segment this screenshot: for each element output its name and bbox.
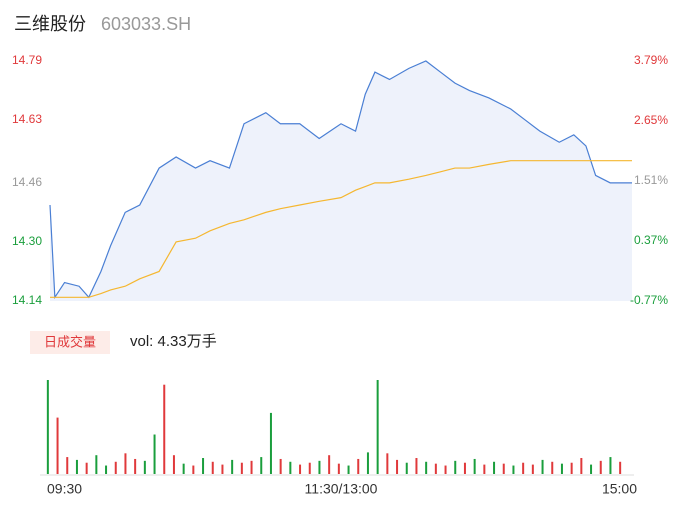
y2-tick-label: 3.79% xyxy=(634,53,668,67)
x-tick-label: 15:00 xyxy=(602,481,637,497)
volume-bar xyxy=(434,463,437,474)
volume-bar xyxy=(376,380,379,474)
volume-bar xyxy=(66,457,69,474)
y2-tick-label: 0.37% xyxy=(634,233,668,247)
volume-bar xyxy=(366,452,369,474)
volume-bar xyxy=(85,462,88,474)
volume-bar xyxy=(289,461,292,474)
volume-bar xyxy=(357,458,360,474)
volume-bar xyxy=(551,461,554,474)
y2-tick-label: 2.65% xyxy=(634,113,668,127)
x-tick-label: 09:30 xyxy=(47,481,82,497)
volume-bar xyxy=(308,462,311,474)
volume-bar xyxy=(502,463,505,474)
volume-bar xyxy=(396,459,399,474)
volume-bar xyxy=(46,380,49,474)
y2-tick-label: 1.51% xyxy=(634,173,668,187)
volume-bar xyxy=(609,457,612,474)
x-tick-label: 11:30/13:00 xyxy=(305,481,378,497)
volume-bar xyxy=(192,465,195,474)
volume-bar xyxy=(541,459,544,474)
volume-bar xyxy=(231,459,234,474)
volume-bar xyxy=(328,455,331,474)
y-tick-label: 14.79 xyxy=(12,53,42,67)
y-tick-label: 14.14 xyxy=(12,293,42,307)
volume-bar xyxy=(114,461,117,474)
average-line xyxy=(50,160,632,298)
volume-bar xyxy=(590,464,593,474)
volume-bar xyxy=(463,462,466,474)
volume-bar xyxy=(124,453,127,474)
volume-bar xyxy=(570,462,573,474)
volume-bar xyxy=(221,464,224,474)
volume-bar xyxy=(619,461,622,474)
volume-bar xyxy=(347,465,350,474)
volume-bar xyxy=(318,460,321,474)
y2-tick-label: -0.77% xyxy=(630,293,668,307)
volume-bar xyxy=(250,460,253,474)
volume-bar xyxy=(444,465,447,474)
stock-name: 三维股份 xyxy=(14,14,86,34)
y-tick-label: 14.46 xyxy=(12,175,42,189)
volume-bar xyxy=(415,458,418,474)
volume-bar xyxy=(153,434,156,474)
volume-bar xyxy=(75,459,78,474)
volume-title: 日成交量 xyxy=(44,334,96,349)
volume-bar xyxy=(269,412,272,474)
volume-bar xyxy=(299,464,302,474)
volume-bar xyxy=(599,460,602,474)
price-area xyxy=(50,61,632,301)
volume-bar xyxy=(105,465,108,474)
volume-bar xyxy=(95,455,98,474)
volume-bar xyxy=(473,458,476,474)
volume-bar xyxy=(163,384,166,474)
volume-bar xyxy=(560,463,563,474)
volume-bar xyxy=(337,463,340,474)
volume-bar xyxy=(279,458,282,474)
volume-total: vol: 4.33万手 xyxy=(130,333,217,350)
volume-bar xyxy=(211,461,214,474)
volume-bar xyxy=(512,465,515,474)
price-line xyxy=(49,60,632,300)
y-tick-label: 14.30 xyxy=(12,234,42,248)
volume-bar xyxy=(182,463,185,474)
volume-bar xyxy=(454,460,457,474)
volume-bar xyxy=(134,458,137,474)
volume-tag xyxy=(30,331,110,354)
volume-bar xyxy=(405,462,408,474)
volume-bar xyxy=(143,460,146,474)
volume-bar xyxy=(240,462,243,474)
volume-bar xyxy=(580,458,583,474)
volume-bar xyxy=(386,453,389,474)
volume-bar xyxy=(522,462,525,474)
volume-bar xyxy=(202,458,205,474)
volume-bar xyxy=(425,461,428,474)
volume-bar xyxy=(483,464,486,474)
volume-bar xyxy=(493,461,496,474)
y-tick-label: 14.63 xyxy=(12,112,42,126)
volume-bar xyxy=(172,455,175,474)
volume-bar xyxy=(56,417,59,474)
stock-code: 603033.SH xyxy=(101,14,191,34)
volume-bar xyxy=(260,457,263,474)
volume-bar xyxy=(531,464,534,474)
